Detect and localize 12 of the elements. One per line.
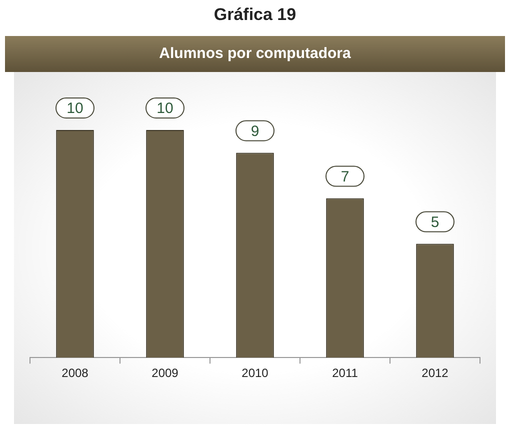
chart-subtitle: Alumnos por computadora (5, 36, 505, 72)
x-tick-label: 2008 (62, 366, 89, 380)
chart-title: Gráfica 19 (212, 4, 298, 26)
x-tick-label: 2010 (242, 366, 269, 380)
x-tick-label: 2012 (422, 366, 449, 380)
data-label: 5 (430, 214, 440, 231)
data-label: 10 (66, 100, 84, 118)
x-tick-label: 2009 (152, 366, 179, 380)
data-label: 9 (250, 122, 260, 140)
data-label: 7 (340, 168, 350, 186)
x-tick-label: 2011 (332, 366, 358, 380)
data-label: 10 (156, 100, 174, 118)
